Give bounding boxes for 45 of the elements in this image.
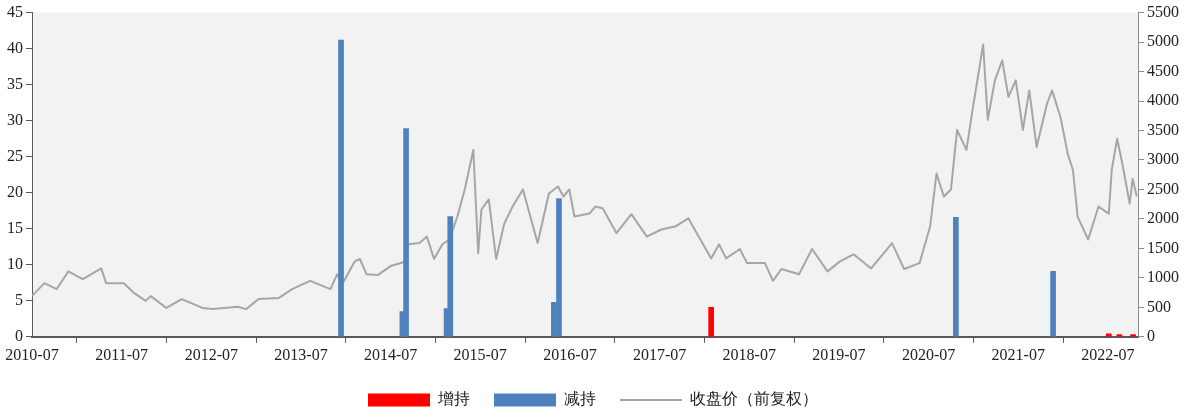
x-tick-label: 2010-07 [5,345,59,363]
y-tick-label: 15 [7,218,23,236]
y2-tick-label: 2000 [1147,209,1179,227]
y2-tick-label: 500 [1147,297,1171,315]
x-tick-label: 2020-07 [901,345,956,363]
legend-label: 增持 [437,390,470,408]
x-tick-label: 2015-07 [453,345,507,363]
y-tick-label: 0 [15,327,23,344]
x-tick-label: 2021-07 [991,345,1045,363]
y-tick-label: 35 [7,74,23,92]
y-tick-label: 5 [15,290,23,308]
x-tick-label: 2019-07 [812,345,866,363]
x-tick-label: 2013-07 [274,345,328,363]
bar [403,128,409,337]
bar [1130,334,1136,337]
y-tick-label: 45 [7,2,23,20]
bar [447,216,454,337]
x-tick-label: 2022-07 [1081,345,1135,363]
y-tick-label: 25 [7,146,23,164]
bar [708,306,714,337]
bar [1050,270,1056,337]
x-tick-label: 2018-07 [722,345,776,363]
y2-tick-label: 1000 [1147,268,1179,286]
legend-label: 减持 [564,390,596,408]
x-tick-label: 2012-07 [184,345,239,363]
y2-tick-label: 2500 [1147,179,1179,197]
y2-tick-label: 5000 [1147,32,1179,50]
x-tick-label: 2011-07 [95,345,148,363]
y2-tick-label: 0 [1147,327,1155,344]
y2-tick-label: 4000 [1147,91,1179,109]
bar [338,39,344,337]
y-tick-label: 10 [7,254,23,272]
y2-tick-label: 5500 [1147,2,1179,20]
x-tick-label: 2017-07 [632,345,687,363]
x-tick-label: 2014-07 [363,345,418,363]
legend-label: 收盘价（前复权） [690,390,818,408]
y-tick-label: 20 [7,182,23,200]
y-tick-label: 30 [7,110,23,128]
y2-tick-label: 3500 [1147,120,1179,138]
y2-tick-label: 4500 [1147,61,1179,79]
x-tick-label: 2016-07 [543,345,597,363]
bar [953,216,959,337]
y-tick-label: 40 [7,38,23,56]
y2-tick-label: 3000 [1147,150,1179,168]
y2-tick-label: 1500 [1147,238,1179,256]
